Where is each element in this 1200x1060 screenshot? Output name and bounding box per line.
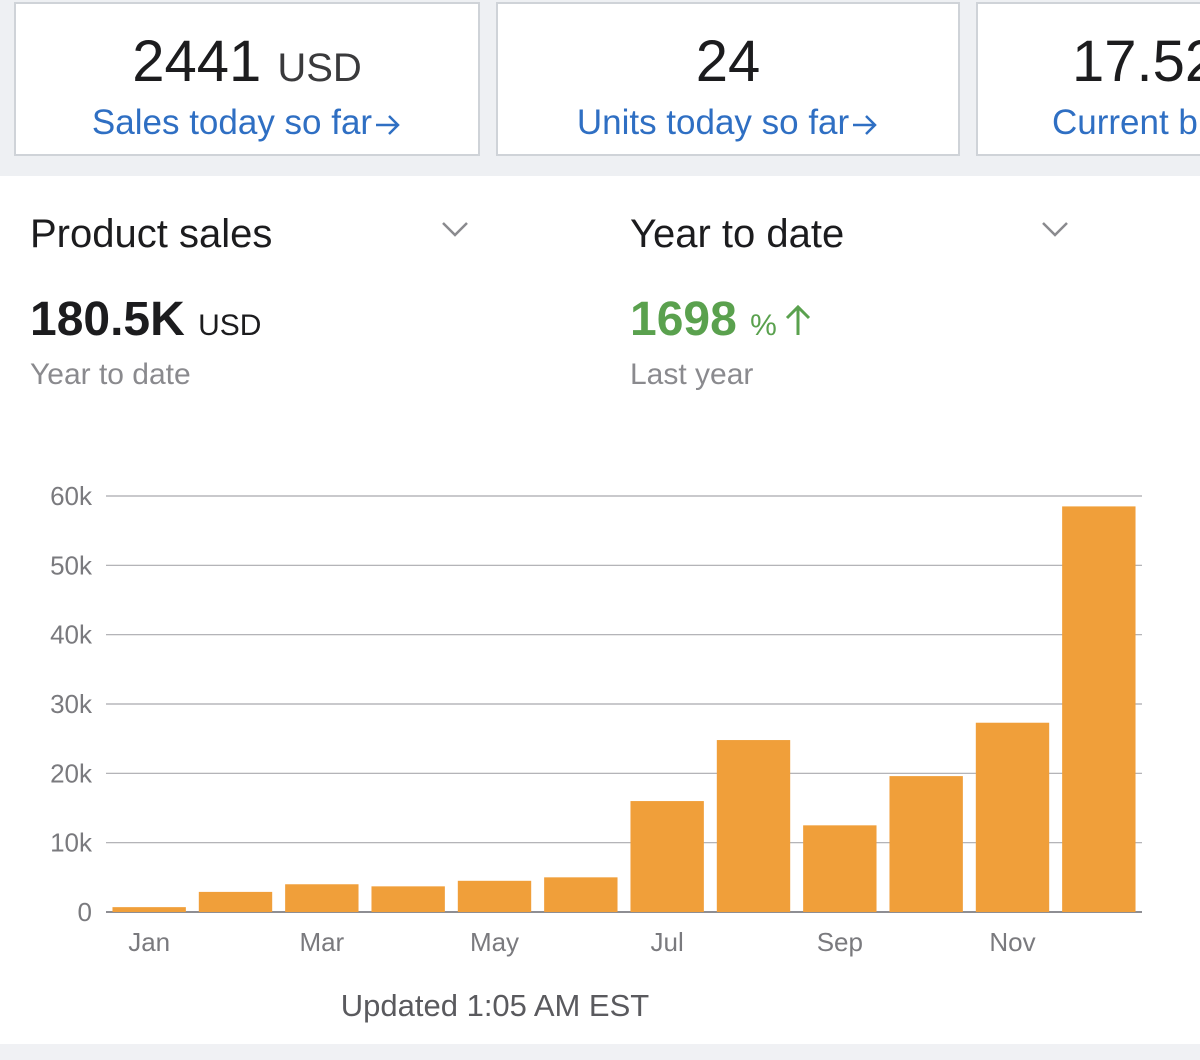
change-percent-unit: %: [750, 309, 777, 342]
kpi-units-link[interactable]: Units today so far: [498, 102, 958, 144]
y-tick-label: 20k: [50, 758, 93, 788]
change-percent-value: 1698 %: [630, 292, 813, 347]
y-tick-label: 40k: [50, 620, 93, 650]
kpi-units-value: 24: [695, 29, 761, 94]
arrow-right-icon: [853, 115, 877, 135]
kpi-current-value: 17.52: [1072, 29, 1200, 94]
bar-jan[interactable]: [112, 907, 186, 912]
kpi-sales-link[interactable]: Sales today so far: [16, 102, 478, 144]
kpi-strip: 2441 USD Sales today so far 24 Units tod…: [0, 0, 1200, 176]
bar-jul[interactable]: [630, 801, 704, 912]
total-sales-value: 180.5K USD: [30, 293, 262, 346]
kpi-sales-value: 2441 USD: [132, 29, 362, 94]
x-tick-label: Nov: [989, 927, 1035, 957]
total-sales-caption: Year to date: [30, 358, 191, 391]
x-tick-label: Jul: [651, 927, 684, 957]
updated-timestamp: Updated 1:05 AM EST: [340, 988, 650, 1023]
metric-dropdown[interactable]: Product sales: [30, 206, 470, 266]
arrow-right-icon: [376, 115, 400, 135]
arrow-up-icon: [785, 304, 810, 335]
chevron-down-icon: [1042, 222, 1068, 237]
period-dropdown-label: Year to date: [630, 212, 845, 256]
total-sales-unit: USD: [198, 309, 262, 342]
bar-dec[interactable]: [1062, 506, 1136, 912]
bar-nov[interactable]: [975, 722, 1050, 912]
bar-aug[interactable]: [716, 740, 791, 912]
kpi-card-units-today[interactable]: 24 Units today so far: [496, 2, 960, 156]
bar-feb[interactable]: [198, 891, 273, 912]
kpi-sales-unit: USD: [277, 46, 362, 90]
y-tick-label: 60k: [50, 481, 93, 511]
metric-dropdown-label: Product sales: [30, 212, 273, 256]
y-tick-label: 30k: [50, 689, 93, 719]
bar-oct[interactable]: [889, 776, 963, 912]
x-tick-label: Jan: [128, 927, 170, 957]
bar-sep[interactable]: [803, 825, 877, 912]
x-tick-label: May: [470, 927, 519, 957]
chevron-down-icon: [442, 222, 468, 237]
kpi-card-sales-today[interactable]: 2441 USD Sales today so far: [14, 2, 480, 156]
bar-apr[interactable]: [371, 886, 445, 912]
x-tick-label: Mar: [299, 927, 344, 957]
bar-may[interactable]: [457, 880, 532, 912]
period-dropdown[interactable]: Year to date: [630, 206, 1070, 266]
sales-panel: Product sales Year to date 180.5K USD Ye…: [0, 176, 1200, 1044]
bar-mar[interactable]: [285, 884, 359, 912]
y-tick-label: 50k: [50, 550, 93, 580]
sales-bar-chart: 0 10k 20k 30k 40k 50k 60k Jan Mar May Jul Sep Nov: [50, 481, 1142, 957]
y-tick-label: 10k: [50, 828, 93, 858]
kpi-current-link[interactable]: Current b: [1052, 103, 1198, 142]
x-tick-label: Sep: [817, 927, 863, 957]
y-tick-label: 0: [78, 897, 92, 927]
kpi-card-current[interactable]: 17.52 Current b: [976, 2, 1200, 156]
bar-jun[interactable]: [544, 877, 618, 912]
change-percent-caption: Last year: [630, 358, 754, 391]
